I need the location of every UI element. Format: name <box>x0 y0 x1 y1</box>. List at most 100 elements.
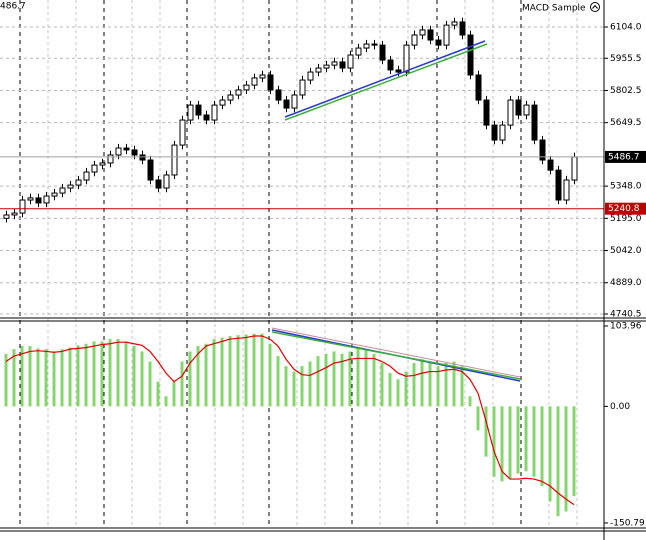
candle-body <box>339 61 346 69</box>
y-tick-label: 0.00 <box>610 402 630 412</box>
candle-body <box>43 195 50 204</box>
histogram-bar <box>20 346 24 407</box>
candle-body <box>323 64 330 69</box>
histogram-bar <box>492 406 496 477</box>
candle-body <box>99 162 106 166</box>
histogram-bar <box>268 343 272 407</box>
histogram-bar <box>156 381 160 407</box>
candle-body <box>195 104 202 116</box>
expert-name: MACD Sample <box>522 4 586 14</box>
candle-body <box>475 74 482 101</box>
candle-body <box>131 149 138 156</box>
histogram-bar <box>348 351 352 407</box>
histogram-bar <box>140 351 144 407</box>
candle-body <box>427 29 434 41</box>
histogram-bar <box>220 337 224 407</box>
histogram-bar <box>36 348 40 407</box>
candle-body <box>123 147 130 151</box>
histogram-bar <box>404 371 408 407</box>
histogram-bar <box>388 373 392 407</box>
histogram-bar <box>364 349 368 407</box>
histogram-bar <box>124 341 128 407</box>
candle-body <box>35 197 42 204</box>
candle-body <box>483 99 490 126</box>
histogram-bar <box>428 363 432 407</box>
histogram-bar <box>132 346 136 407</box>
histogram-bar <box>68 347 72 407</box>
trendline <box>284 43 488 121</box>
signal-line <box>5 335 575 506</box>
histogram-bar <box>28 346 32 407</box>
candle-body <box>403 44 410 73</box>
histogram-bar <box>44 349 48 407</box>
price-label: 5486.7 <box>608 152 640 162</box>
candle-body <box>155 179 162 189</box>
histogram-bar <box>12 349 16 407</box>
candle-body <box>539 139 546 161</box>
histogram-bar <box>380 363 384 407</box>
histogram-bar <box>196 346 200 407</box>
expert-icon <box>590 2 600 12</box>
level-label: 5240.8 <box>608 204 640 214</box>
histogram-bar <box>52 351 56 407</box>
candle-body <box>451 21 458 26</box>
histogram-bar <box>236 335 240 407</box>
candle-body <box>491 124 498 141</box>
y-tick-label: 4889.0 <box>610 278 642 288</box>
histogram-bar <box>244 334 248 407</box>
histogram-bar <box>60 349 64 407</box>
y-tick-label: 6104.0 <box>610 23 642 33</box>
histogram-bar <box>228 335 232 407</box>
y-tick-label: 5195.0 <box>610 214 642 224</box>
histogram-bar <box>100 341 104 407</box>
histogram-bar <box>92 341 96 407</box>
candle-body <box>467 34 474 76</box>
candle-body <box>3 214 10 219</box>
histogram-bar <box>148 361 152 407</box>
candle-body <box>419 29 426 36</box>
histogram-bar <box>524 406 528 472</box>
candle-body <box>563 179 570 201</box>
histogram-bar <box>452 361 456 407</box>
candle-body <box>571 156 578 181</box>
histogram-bar <box>500 406 504 482</box>
candle-body <box>315 67 322 73</box>
candle-body <box>435 39 442 46</box>
candle-body <box>251 77 258 86</box>
candle-body <box>459 21 466 36</box>
level-label-box <box>605 202 646 215</box>
y-tick-label: 5955.5 <box>610 54 642 64</box>
histogram-bar <box>460 366 464 407</box>
candle-body <box>443 24 450 46</box>
candle-body <box>387 59 394 71</box>
candle-body <box>259 74 266 79</box>
histogram-bar <box>188 351 192 407</box>
histogram-bar <box>76 345 80 407</box>
candle-body <box>187 104 194 121</box>
histogram-bar <box>484 406 488 457</box>
candle-body <box>107 154 114 164</box>
histogram-bar <box>420 359 424 407</box>
histogram-bar <box>108 339 112 407</box>
candle-body <box>171 144 178 176</box>
y-tick-label: 5348.0 <box>610 182 642 192</box>
trendline <box>271 327 521 378</box>
histogram-bar <box>180 361 184 407</box>
histogram-bar <box>468 396 472 407</box>
histogram-bar <box>212 339 216 407</box>
histogram-bar <box>444 363 448 407</box>
candle-body <box>331 61 338 66</box>
histogram-bar <box>556 406 560 517</box>
candle-body <box>363 43 370 49</box>
candle-body <box>243 84 250 91</box>
candle-body <box>499 124 506 141</box>
histogram-bar <box>204 343 208 407</box>
plot-layer: 6104.0 5955.5 5802.5 5649.5 5348.0 5195.0 5042… <box>0 17 646 528</box>
histogram-bar <box>284 366 288 407</box>
y-tick-label: 4740.5 <box>610 310 642 320</box>
histogram-bar <box>116 339 120 407</box>
histogram-bar <box>356 349 360 407</box>
candle-body <box>347 54 354 69</box>
